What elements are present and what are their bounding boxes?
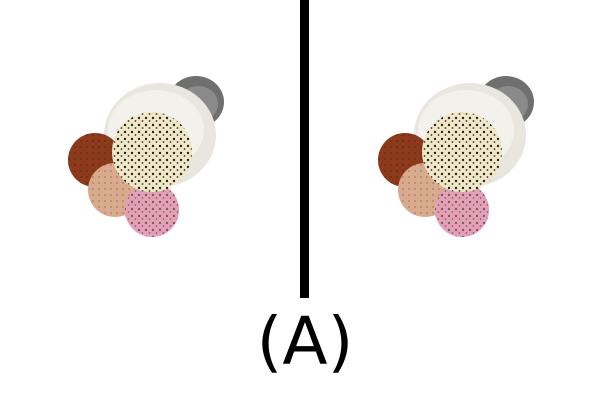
right-image [370,60,550,250]
option-label: (A) [256,303,354,380]
center-divider [300,0,309,298]
dessert-cup-icon [68,76,224,237]
dessert-cup-icon [378,76,534,237]
left-image [60,60,240,250]
